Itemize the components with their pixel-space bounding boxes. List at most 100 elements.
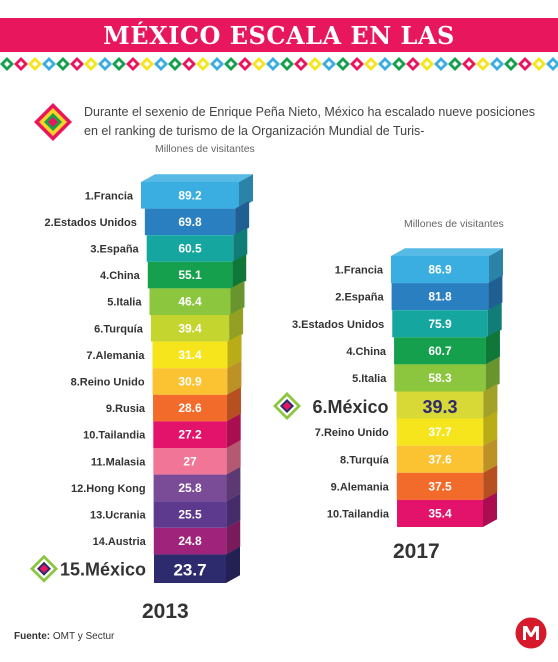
bar-2013-2: 69.8 2.Estados Unidos — [45, 200, 250, 236]
bar-side — [226, 546, 240, 583]
bar-value-label: 24.8 — [178, 534, 202, 548]
bar-2017-10: 35.4 10.Tailandia — [327, 492, 497, 527]
title-banner: MÉXICO ESCALA EN LAS PREFERENCIAS — [0, 18, 558, 86]
bar-face — [152, 341, 228, 369]
pattern-diamond-inner — [298, 61, 304, 67]
pattern-diamond-inner — [340, 61, 346, 67]
bar-face — [153, 421, 227, 448]
category-label: 2.España — [335, 292, 384, 304]
diamond-icon — [34, 103, 72, 141]
pattern-diamond-inner — [200, 61, 206, 67]
category-label: 9.Alemania — [331, 481, 390, 493]
pattern-diamond-inner — [270, 61, 276, 67]
bar-side — [489, 248, 503, 284]
bar-side — [235, 200, 250, 236]
category-label: 14.Austria — [93, 536, 147, 548]
bar-face — [153, 448, 227, 475]
bar-face — [144, 208, 236, 236]
bar-2017-2: 81.8 2.España — [335, 275, 503, 311]
pattern-diamond-inner — [466, 61, 472, 67]
category-label: 4.China — [100, 270, 141, 282]
pattern-diamond-inner — [242, 61, 248, 67]
bar-2013-3: 60.5 3.España — [90, 227, 248, 262]
bar-face — [394, 337, 486, 365]
bar-2013-9: 28.6 9.Rusia — [106, 387, 241, 422]
bar-face — [147, 261, 233, 289]
pattern-diamond-inner — [382, 61, 388, 67]
bar-face — [154, 554, 226, 583]
bar-value-label: 37.7 — [428, 425, 452, 439]
bar-face — [141, 182, 239, 209]
bar-face — [152, 368, 228, 395]
category-label: 1.Francia — [335, 265, 384, 277]
bar-side — [233, 227, 248, 262]
bar-value-label: 37.5 — [428, 479, 452, 493]
bar-side — [227, 360, 242, 395]
bar-value-label: 60.7 — [428, 344, 452, 358]
bar-value-label: 27.2 — [178, 428, 202, 442]
bar-face — [392, 310, 488, 338]
bar-2013-10: 27.2 10.Tailandia — [83, 413, 241, 448]
pattern-diamond-inner — [186, 61, 192, 67]
pattern-diamond-inner — [32, 61, 38, 67]
category-label: 12.Hong Kong — [71, 483, 146, 495]
bar-side — [226, 440, 241, 475]
bar-value-label: 55.1 — [178, 268, 202, 282]
category-label: 10.Tailandia — [83, 430, 146, 442]
year-label-2013: 2013 — [142, 600, 189, 623]
category-label: 3.Estados Unidos — [292, 319, 384, 331]
bar-2017-9: 37.5 9.Alemania — [331, 465, 498, 500]
pattern-diamond-inner — [410, 61, 416, 67]
bar-2017-5: 58.3 5.Italia — [352, 356, 500, 392]
bar-side — [488, 275, 503, 311]
bar-value-label: 31.4 — [178, 348, 202, 362]
category-label: 6.Turquía — [94, 323, 144, 335]
pattern-diamond-inner — [158, 61, 164, 67]
pattern-diamond-inner — [144, 61, 150, 67]
pattern-diamond-inner — [312, 61, 318, 67]
bar-value-label: 39.3 — [422, 397, 457, 417]
pattern-diamond-inner — [228, 61, 234, 67]
category-label: 7.Reino Unido — [315, 427, 389, 439]
bar-face — [396, 391, 484, 421]
pattern-diamond-inner — [550, 61, 556, 67]
bar-top — [391, 248, 503, 256]
pattern-diamond-inner — [46, 61, 52, 67]
bar-face — [391, 256, 489, 284]
bar-side — [483, 383, 498, 421]
bar-face — [153, 474, 227, 502]
category-label: 9.Rusia — [106, 403, 146, 415]
unit-label-2013: Millones de visitantes — [155, 143, 255, 155]
bar-value-label: 69.8 — [178, 215, 202, 229]
category-label: 10.Tailandia — [327, 508, 390, 520]
pattern-diamond-inner — [172, 61, 178, 67]
pattern-diamond-inner — [536, 61, 542, 67]
pattern-diamond-inner — [326, 61, 332, 67]
bar-value-label: 89.2 — [178, 188, 202, 202]
bar-side — [483, 465, 498, 500]
bar-side — [226, 493, 241, 528]
category-label: 13.Ucrania — [90, 510, 147, 522]
year-label-2017: 2017 — [393, 540, 440, 563]
bar-face — [153, 394, 227, 422]
bar-face — [153, 501, 227, 528]
pattern-diamond-inner — [396, 61, 402, 67]
bar-2013-4: 55.1 4.China — [100, 254, 247, 289]
category-label-highlight: 15.México — [60, 560, 146, 580]
pattern-diamond-inner — [424, 61, 430, 67]
bar-2013-12: 25.8 12.Hong Kong — [71, 466, 241, 502]
bar-side — [230, 280, 245, 315]
bar-side — [483, 438, 498, 473]
bar-side — [229, 307, 244, 342]
category-label: 1.Francia — [85, 190, 134, 202]
bar-value-label: 35.4 — [428, 506, 452, 520]
bar-face — [396, 418, 484, 446]
bar-value-label: 23.7 — [173, 561, 206, 580]
bar-value-label: 28.6 — [178, 401, 202, 415]
bar-side — [485, 356, 500, 392]
pattern-diamond-inner — [130, 61, 136, 67]
unit-label-2017: Millones de visitantes — [404, 218, 504, 230]
bar-side — [232, 254, 247, 289]
pattern-diamond-inner — [284, 61, 290, 67]
bar-value-label: 25.5 — [178, 508, 202, 522]
